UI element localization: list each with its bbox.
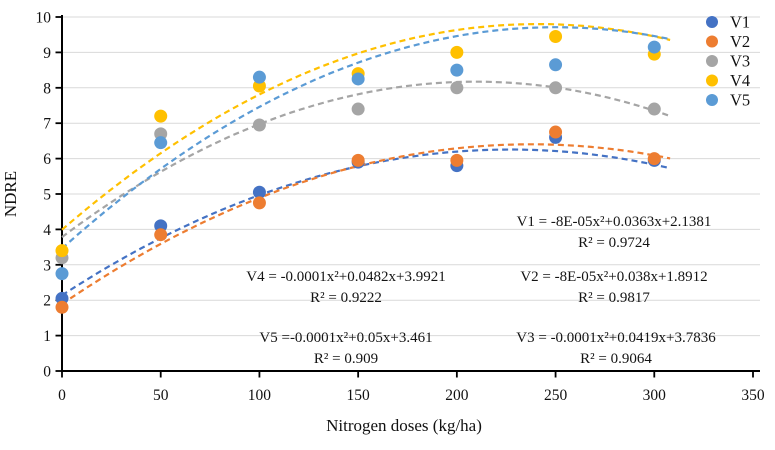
x-tick-label-50: 50 [153,387,169,404]
point-v5-0 [55,267,69,281]
y-tick-label-0: 0 [43,364,51,381]
point-v4-250 [549,29,563,43]
y-tick-label-9: 9 [43,45,51,62]
equation-block-v4: V4 = -0.0001x²+0.0482x+3.9921 R² = 0.922… [246,267,445,309]
trendline-v2 [61,143,671,306]
x-tick-label-350: 350 [741,387,765,404]
trendline-v5 [61,26,671,250]
legend-label-v3: V3 [730,52,750,71]
point-v3-100 [252,118,266,132]
equation-v2: V2 = -8E-05x²+0.038x+1.8912 [520,269,708,285]
point-v5-150 [351,72,365,86]
point-v5-250 [549,58,563,72]
r2-v4: R² = 0.9222 [310,290,382,306]
equation-block-v3: V3 = -0.0001x²+0.0419x+3.7836 R² = 0.906… [516,328,715,370]
legend-marker-v4 [706,74,718,87]
y-tick-label-1: 1 [43,328,51,345]
y-tick-label-8: 8 [43,80,51,97]
y-tick-label-5: 5 [43,187,51,204]
trendline-v4 [61,23,671,231]
equation-v4: V4 = -0.0001x²+0.0482x+3.9921 [246,269,446,285]
x-tick-label-100: 100 [248,387,272,404]
r2-v3: R² = 0.9064 [580,351,652,367]
trendline-v3 [61,80,671,238]
x-tick-label-250: 250 [544,387,568,404]
point-v2-200 [450,153,464,167]
y-tick-label-7: 7 [43,116,51,133]
point-v2-100 [252,196,266,210]
legend-label-v4: V4 [730,71,750,90]
point-v2-150 [351,153,365,167]
point-v4-200 [450,45,464,59]
y-tick-label-6: 6 [43,151,51,168]
r2-v1: R² = 0.9724 [578,235,650,251]
y-axis-title: NDRE [1,171,20,217]
x-axis-title: Nitrogen doses (kg/ha) [326,416,482,435]
point-v3-200 [450,81,464,95]
x-tick-label-150: 150 [347,387,371,404]
point-v5-300 [647,40,661,54]
r2-v2: R² = 0.9817 [578,290,650,306]
y-tick-label-2: 2 [43,293,51,310]
legend-marker-v3 [706,55,718,67]
x-tick-label-300: 300 [643,387,667,404]
point-v3-150 [351,102,365,116]
x-tick-label-0: 0 [58,387,66,404]
legend-label-v5: V5 [730,91,750,110]
point-v2-50 [154,228,168,242]
equation-v1: V1 = -8E-05x²+0.0363x+2.1381 [516,214,712,230]
legend-marker-v1 [706,16,718,28]
legend-marker-v5 [706,94,718,106]
point-v4-50 [154,109,168,123]
y-tick-label-10: 10 [36,10,52,27]
legend-label-v1: V1 [730,13,750,32]
point-v2-250 [549,125,563,139]
equation-v3: V3 = -0.0001x²+0.0419x+3.7836 [516,330,716,346]
trendline-v1 [61,148,671,297]
x-tick-label-200: 200 [445,387,469,404]
equation-v5: V5 =-0.0001x²+0.05x+3.461 [259,330,433,346]
point-v4-0 [55,244,69,258]
point-v3-250 [549,81,563,95]
y-tick-label-3: 3 [43,257,51,274]
equation-block-v5: V5 =-0.0001x²+0.05x+3.461 R² = 0.909 [259,328,432,370]
r2-v5: R² = 0.909 [313,351,379,367]
equation-block-v2: V2 = -8E-05x²+0.038x+1.8912 R² = 0.9817 [520,267,707,309]
equation-block-v1: V1 = -8E-05x²+0.0363x+2.1381 R² = 0.9724 [517,212,712,254]
point-v3-300 [647,102,661,116]
point-v5-100 [252,70,266,84]
point-v2-0 [55,300,69,314]
point-v5-200 [450,63,464,77]
point-v5-50 [154,136,168,150]
legend-label-v2: V2 [730,32,750,51]
legend-marker-v2 [706,35,718,48]
y-tick-label-4: 4 [43,222,51,239]
point-v1-100 [252,185,266,199]
point-v2-300 [647,152,661,166]
